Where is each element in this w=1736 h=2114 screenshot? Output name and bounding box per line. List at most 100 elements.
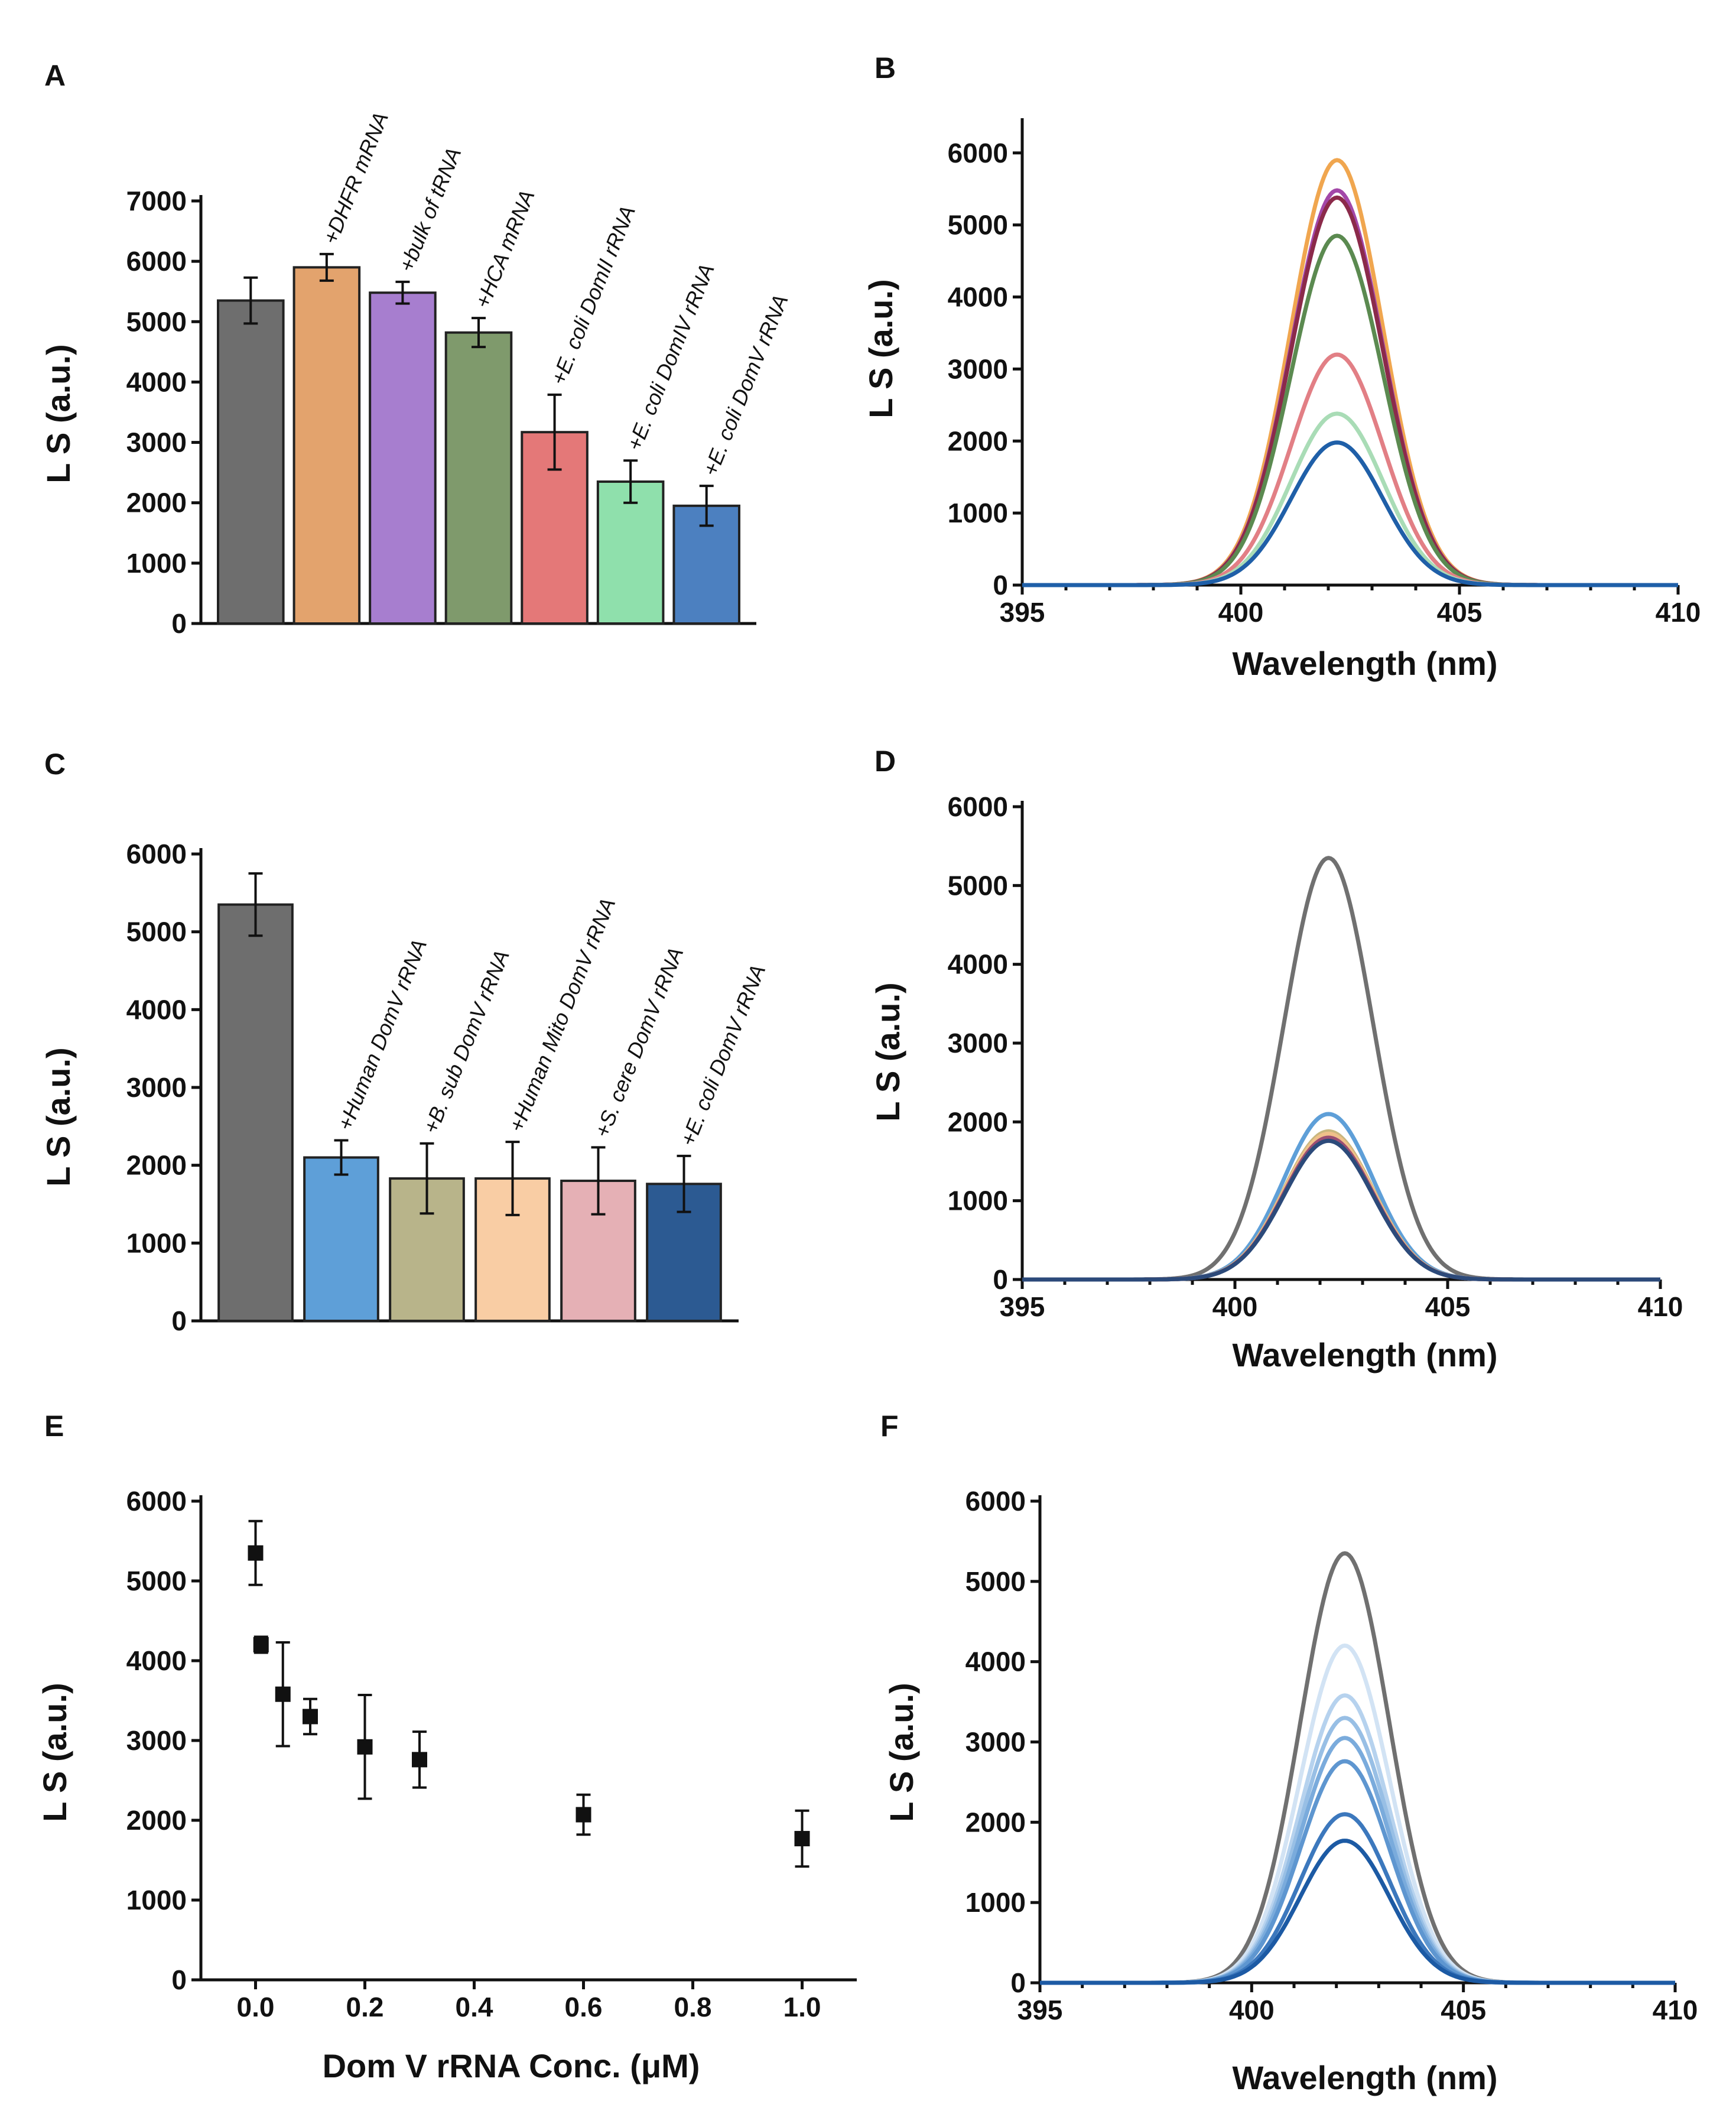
panel-e-y-tick-label: 3000: [126, 1725, 187, 1756]
panel-e-data-point: [303, 1709, 318, 1725]
panel-f-x-tick-label: 395: [1017, 1995, 1063, 2025]
panel-e-data-point: [253, 1637, 269, 1652]
panel-a-category-label: +E. coli DomII rRNA: [546, 202, 640, 388]
panel-a-category-label: +DHFR mRNA: [318, 109, 393, 248]
panel-f-y-tick-label: 1000: [965, 1887, 1026, 1918]
panel-d-x-tick-label: 395: [1000, 1291, 1045, 1322]
panel-c-bar: [217, 903, 294, 1323]
panel-b-series-line: [1022, 195, 1678, 587]
panel-a-category-label: +HCA mRNA: [470, 187, 539, 312]
panel-f-series-line: [1040, 1759, 1675, 1985]
panel-b-x-tick-label: 400: [1218, 597, 1264, 628]
panel-b-y-tick-label: 5000: [948, 210, 1008, 241]
panel-e-y-tick-label: 6000: [126, 1486, 187, 1517]
panel-c-category-label: +E. coli DomV rRNA: [675, 961, 771, 1149]
panel-letter-e: E: [44, 1410, 64, 1443]
panel-c-y-axis-label: L S (a.u.): [40, 1047, 77, 1186]
panel-a-bar: [292, 266, 361, 625]
panel-f-y-tick-label: 2000: [965, 1807, 1026, 1837]
panel-d-series-line: [1022, 1135, 1660, 1282]
panel-c-y-tick-label: 0: [171, 1306, 187, 1336]
panel-f-y-tick-label: 3000: [965, 1727, 1026, 1758]
panel-f-series-line: [1040, 1736, 1675, 1985]
panel-b-series-line: [1022, 352, 1678, 587]
panel-b-x-tick-label: 410: [1656, 597, 1701, 628]
panel-d-line-chart: L S (a.u.) Wavelength (nm) 0 1000 2000 3000…: [869, 791, 1683, 1373]
panel-e-y-axis-label: L S (a.u.): [36, 1683, 73, 1821]
panel-e-data-point: [794, 1831, 810, 1847]
panel-e-data-point: [576, 1807, 591, 1823]
panel-d-x-tick-label: 400: [1212, 1291, 1258, 1322]
panel-c-bar: [646, 1183, 722, 1323]
panel-b-y-tick-label: 3000: [948, 353, 1008, 384]
panel-e-x-tick-label: 0.4: [456, 1992, 493, 2022]
panel-d-series-line: [1022, 1129, 1660, 1282]
panel-b-series-line: [1022, 440, 1678, 587]
panel-c-bar-chart: L S (a.u.) 0 1000 2000 3000 4000 5000 6000 +Hum…: [40, 839, 770, 1336]
panel-e-x-tick-label: 0.6: [565, 1992, 603, 2022]
panel-a-y-axis-label: L S (a.u.): [40, 344, 77, 483]
panel-a-bar: [444, 331, 513, 625]
panel-a-bar: [596, 480, 665, 625]
panel-b-y-tick-label: 4000: [948, 282, 1008, 313]
panel-d-y-tick-label: 4000: [948, 949, 1008, 980]
panel-d-y-tick-label: 0: [993, 1264, 1008, 1295]
panel-d-y-tick-label: 3000: [948, 1028, 1008, 1058]
panel-b-y-tick-label: 6000: [948, 138, 1008, 168]
panel-f-y-tick-label: 5000: [965, 1566, 1026, 1597]
panel-d-series-line: [1022, 856, 1660, 1282]
panel-f-x-tick-label: 405: [1441, 1995, 1486, 2025]
panel-a-category-label: +bulk of tRNA: [394, 144, 466, 275]
panel-letter-d: D: [874, 745, 896, 778]
panel-a-y-tick-label: 2000: [126, 488, 187, 518]
panel-letter-f: F: [880, 1410, 899, 1443]
panel-e-y-tick-label: 1000: [126, 1885, 187, 1915]
panel-b-series-line: [1022, 411, 1678, 587]
panel-e-data-point: [412, 1752, 427, 1768]
panel-d-x-tick-label: 405: [1425, 1291, 1471, 1322]
panel-d-series-line: [1022, 1131, 1660, 1282]
panel-f-series-line: [1040, 1693, 1675, 1985]
panel-b-x-tick-label: 395: [1000, 597, 1045, 628]
panel-c-category-label: +B. sub DomV rRNA: [418, 946, 514, 1136]
panel-e-data-point: [275, 1686, 291, 1702]
panel-f-series-line: [1040, 1644, 1675, 1985]
panel-e-x-tick-label: 1.0: [784, 1992, 821, 2022]
panel-a-y-tick-label: 0: [171, 608, 187, 639]
panel-a-y-tick-label: 7000: [126, 186, 187, 216]
panel-letter-c: C: [44, 748, 66, 781]
panel-e-x-tick-label: 0.0: [237, 1992, 275, 2022]
panel-letter-a: A: [44, 59, 66, 92]
panel-e-scatter-chart: L S (a.u.) Dom V rRNA Conc. (μM) 0 1000 20…: [36, 1486, 857, 2084]
panel-a-category-label: +E. coli DomV rRNA: [698, 291, 793, 479]
panel-e-y-tick-label: 5000: [126, 1566, 187, 1596]
panel-f-series-line: [1040, 1716, 1675, 1985]
panel-b-y-axis-label: L S (a.u.): [862, 279, 899, 418]
panel-c-y-tick-label: 1000: [126, 1228, 187, 1258]
panel-b-line-chart: L S (a.u.) Wavelength (nm) 0 1000 2000 3000…: [862, 118, 1701, 682]
panel-e-y-tick-label: 2000: [126, 1805, 187, 1836]
panel-c-y-tick-label: 6000: [126, 839, 187, 869]
panel-c-y-tick-label: 4000: [126, 994, 187, 1025]
panel-f-y-tick-label: 0: [1010, 1967, 1026, 1998]
panel-f-series-line: [1040, 1839, 1675, 1985]
panel-e-x-tick-label: 0.8: [674, 1992, 712, 2022]
panel-e-data-point: [248, 1545, 264, 1561]
panel-e-x-tick-label: 0.2: [346, 1992, 384, 2022]
panel-f-series-line: [1040, 1812, 1675, 1985]
panel-c-category-label: +Human DomV rRNA: [333, 936, 431, 1134]
panel-b-x-axis-label: Wavelength (nm): [1232, 645, 1497, 682]
panel-e-y-tick-label: 4000: [126, 1645, 187, 1676]
panel-a-y-tick-label: 1000: [126, 548, 187, 579]
panel-c-category-label: +S. cere DomV rRNA: [590, 944, 688, 1141]
panel-a-y-tick-label: 4000: [126, 366, 187, 397]
panel-c-y-tick-label: 2000: [126, 1150, 187, 1181]
panel-a-bar: [217, 299, 285, 625]
panel-b-y-tick-label: 2000: [948, 426, 1008, 456]
panel-a-category-label: +E. coli DomIV rRNA: [622, 260, 719, 454]
panel-a-y-tick-label: 5000: [126, 306, 187, 337]
panel-c-y-tick-label: 3000: [126, 1072, 187, 1103]
panel-letter-b: B: [874, 51, 896, 85]
panel-a-y-tick-label: 3000: [126, 427, 187, 458]
